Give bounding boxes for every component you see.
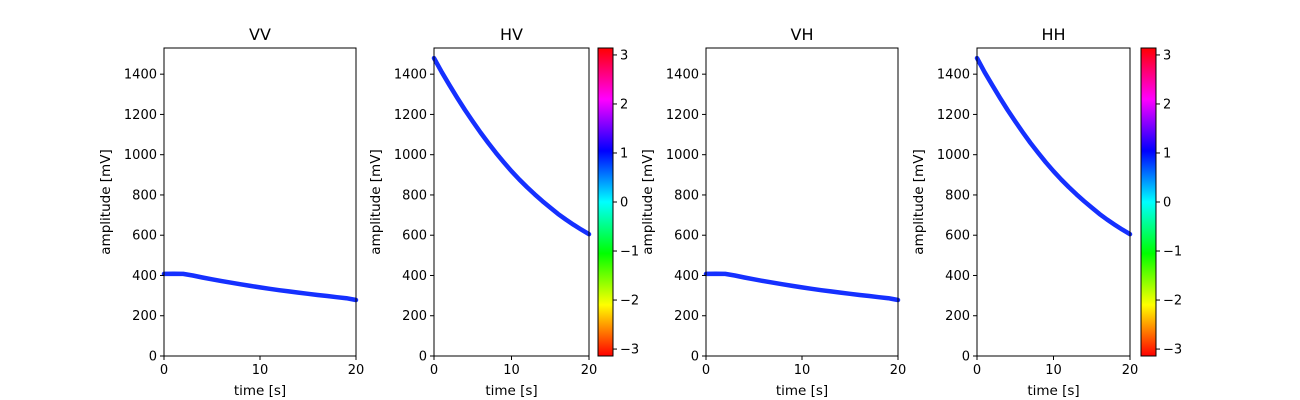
y-tick-label: 800 [132, 188, 157, 203]
x-tick-label: 20 [890, 363, 907, 378]
y-tick-label: 600 [674, 229, 699, 244]
x-tick-label: 10 [794, 363, 811, 378]
y-tick-label: 600 [132, 229, 157, 244]
x-axis-label: time [s] [776, 383, 828, 399]
y-tick-label: 1400 [124, 68, 157, 83]
y-tick-label: 1200 [124, 108, 157, 123]
x-tick-label: 0 [160, 363, 168, 378]
x-tick-label: 20 [348, 363, 365, 378]
colorbar-tick-label: −1 [1163, 245, 1182, 260]
x-tick-label: 10 [1045, 363, 1062, 378]
chart-title: HV [500, 25, 523, 44]
colorbar-tick-label: 1 [1163, 146, 1171, 161]
y-axis-label: amplitude [mV] [98, 149, 114, 254]
y-tick-label: 0 [691, 350, 699, 365]
y-tick-label: 400 [132, 269, 157, 284]
x-axis-label: time [s] [1027, 383, 1079, 399]
colorbar-tick-label: −2 [620, 294, 639, 309]
y-tick-label: 1200 [937, 108, 970, 123]
y-tick-label: 800 [945, 188, 970, 203]
y-tick-label: 600 [945, 229, 970, 244]
y-tick-label: 200 [945, 309, 970, 324]
x-tick-label: 0 [702, 363, 710, 378]
colorbar-tick-label: 0 [1163, 196, 1171, 211]
x-tick-label: 0 [430, 363, 438, 378]
colorbar-tick-label: −1 [620, 245, 639, 260]
y-tick-label: 1000 [937, 148, 970, 163]
y-axis-label: amplitude [mV] [368, 149, 384, 254]
colorbar-tick-label: 3 [620, 48, 628, 63]
colorbar-gradient [1141, 48, 1156, 356]
y-tick-label: 0 [419, 350, 427, 365]
colorbar-tick-label: 1 [620, 146, 628, 161]
colorbar-tick-label: 2 [1163, 97, 1171, 112]
y-tick-label: 1000 [394, 148, 427, 163]
x-tick-label: 20 [581, 363, 598, 378]
axes-frame [163, 47, 357, 357]
y-tick-label: 1000 [124, 148, 157, 163]
y-axis-label: amplitude [mV] [640, 149, 656, 254]
y-tick-label: 400 [674, 269, 699, 284]
colorbar-tick-label: −2 [1163, 294, 1182, 309]
y-tick-label: 1400 [666, 68, 699, 83]
y-tick-label: 1400 [394, 68, 427, 83]
y-tick-label: 0 [149, 350, 157, 365]
x-tick-label: 10 [503, 363, 520, 378]
colorbar-1: 3 2 1 0 −1 −2 −3 [1140, 47, 1182, 358]
colorbar-tick-label: 3 [1163, 48, 1171, 63]
x-tick-label: 10 [252, 363, 269, 378]
colorbar-0: 3 2 1 0 −1 −2 −3 [597, 47, 639, 358]
y-tick-label: 1200 [394, 108, 427, 123]
x-tick-label: 20 [1122, 363, 1139, 378]
colorbar-tick-label: 0 [620, 196, 628, 211]
y-tick-label: 400 [945, 269, 970, 284]
series-line-0-0 [161, 271, 359, 303]
y-tick-label: 1000 [666, 148, 699, 163]
chart-title: VH [791, 25, 814, 44]
y-tick-label: 200 [674, 309, 699, 324]
y-tick-label: 400 [402, 269, 427, 284]
y-tick-label: 800 [402, 188, 427, 203]
colorbar-tick-label: 2 [620, 97, 628, 112]
x-axis-label: time [s] [485, 383, 537, 399]
y-tick-label: 800 [674, 188, 699, 203]
axes-frame [705, 47, 899, 357]
x-tick-label: 0 [973, 363, 981, 378]
colorbar-tick-label: −3 [1163, 343, 1182, 358]
colorbar-gradient [598, 48, 613, 356]
chart-title: VV [249, 25, 271, 44]
y-tick-label: 0 [962, 350, 970, 365]
series-line-1-0 [431, 55, 592, 237]
y-tick-label: 200 [402, 309, 427, 324]
y-tick-label: 200 [132, 309, 157, 324]
chart-title: HH [1041, 25, 1065, 44]
series-line-2-0 [703, 271, 901, 303]
y-axis-label: amplitude [mV] [911, 149, 927, 254]
y-tick-label: 1400 [937, 68, 970, 83]
y-tick-label: 600 [402, 229, 427, 244]
x-axis-label: time [s] [234, 383, 286, 399]
series-line-3-0 [974, 55, 1133, 237]
y-tick-label: 1200 [666, 108, 699, 123]
colorbar-tick-label: −3 [620, 343, 639, 358]
